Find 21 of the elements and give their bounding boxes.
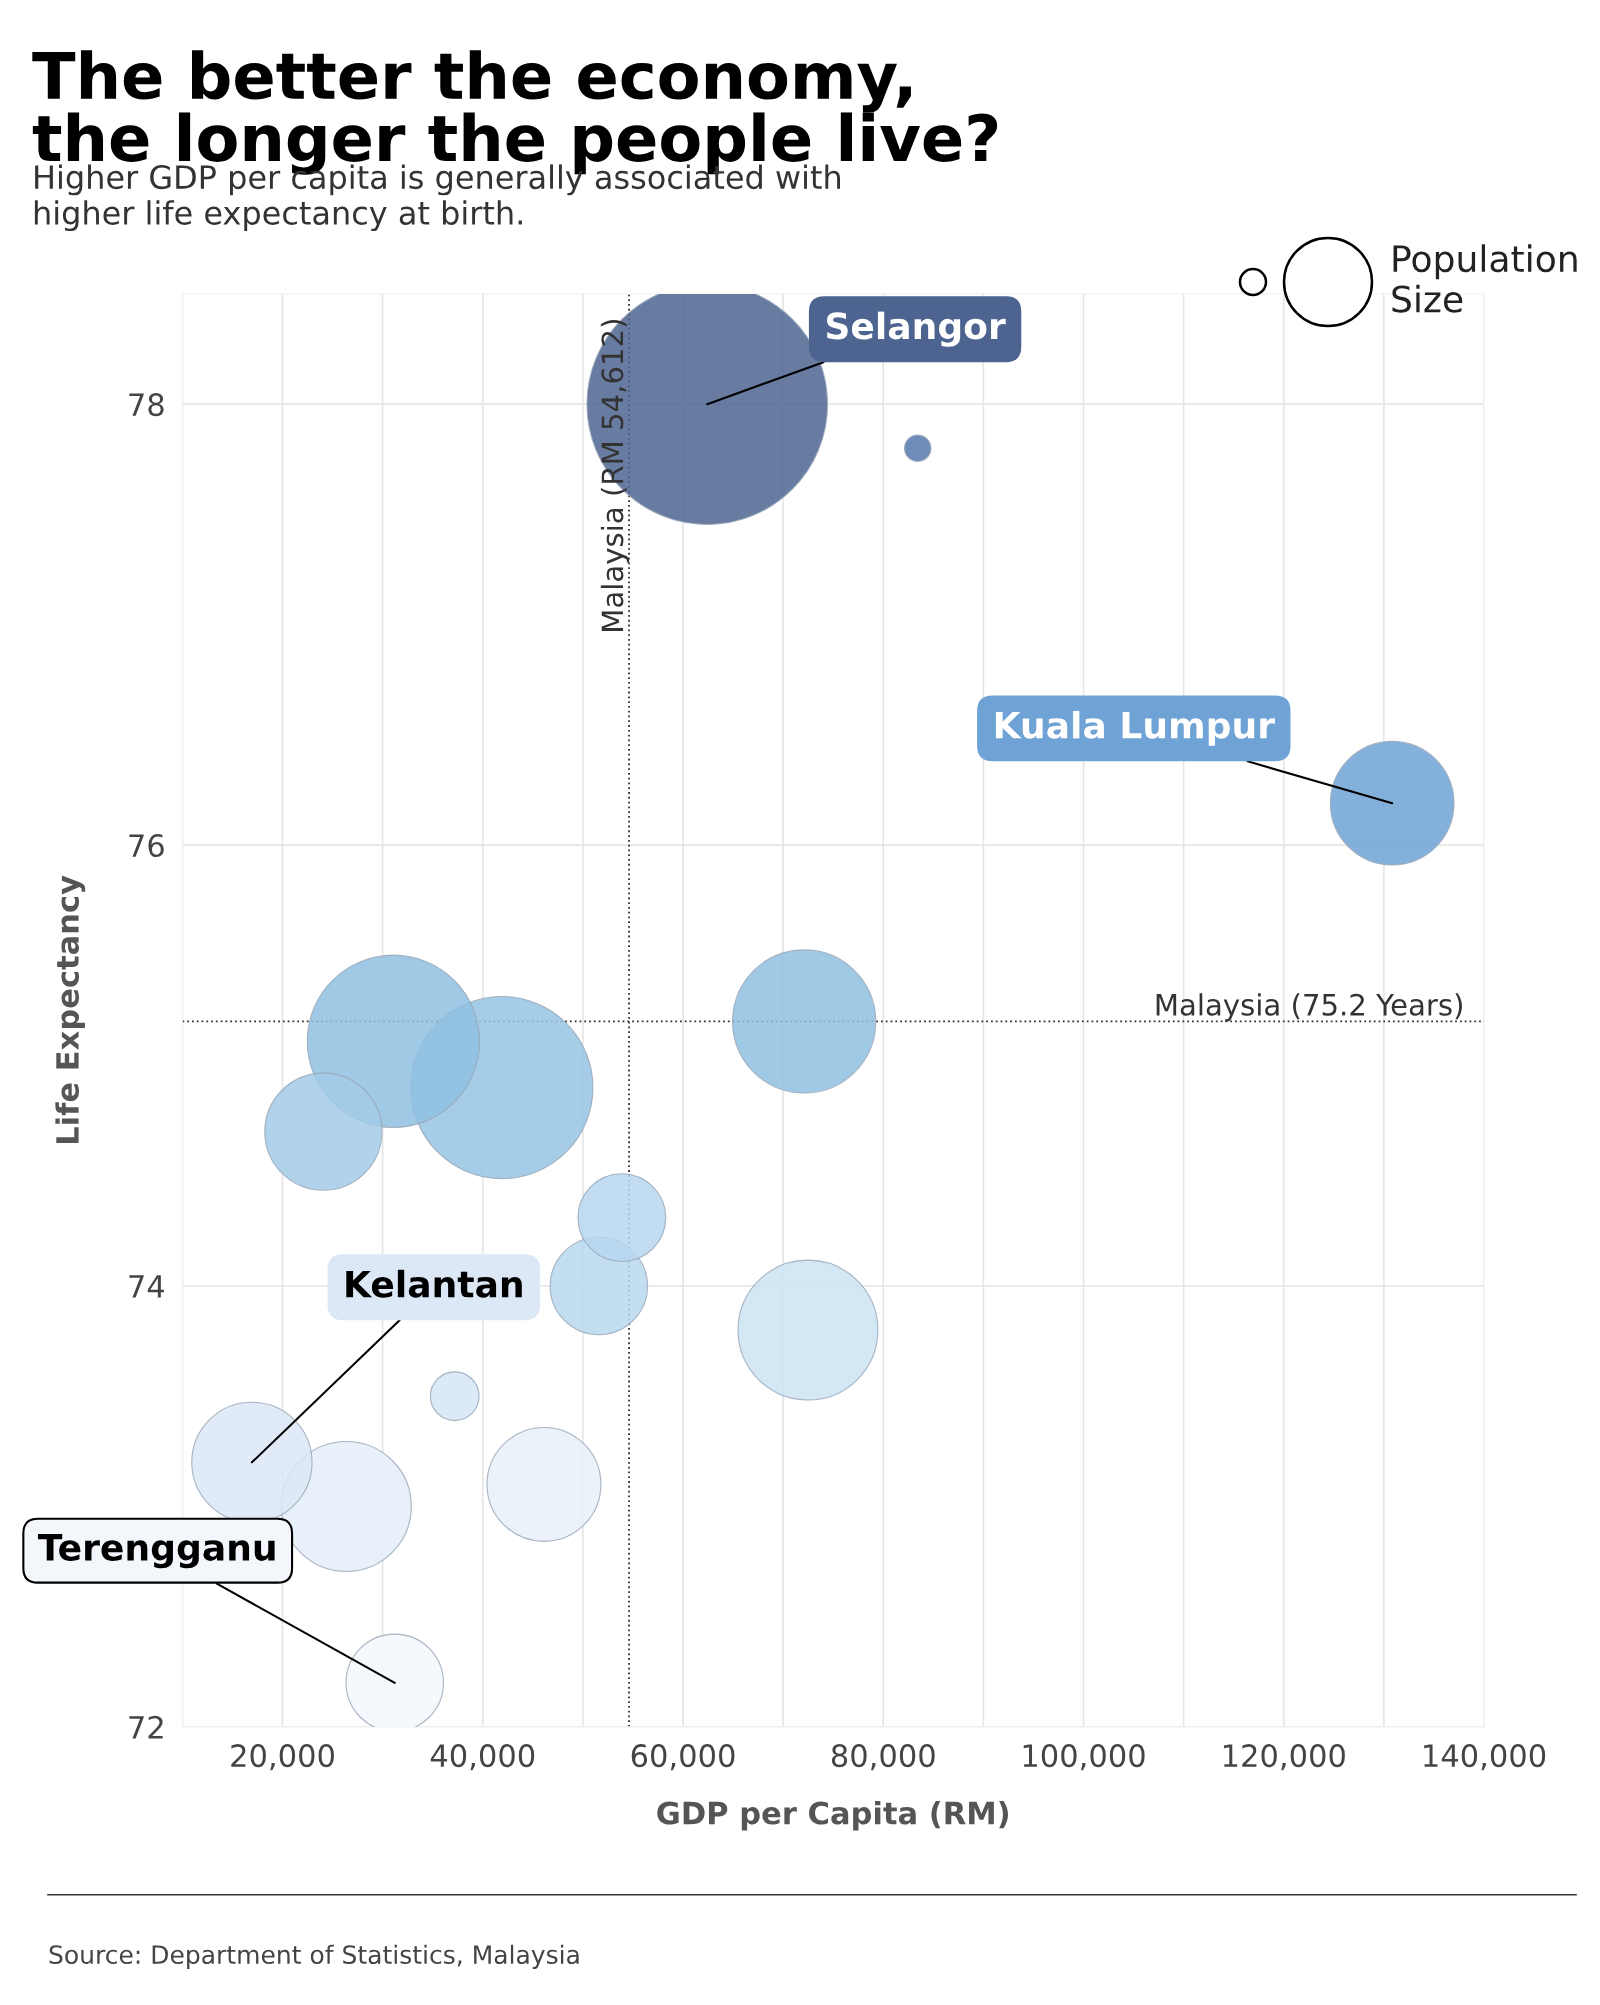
y-tick-label: 78 <box>129 393 164 417</box>
source-note: Source: Department of Statistics, Malaysia <box>49 1944 579 1969</box>
annotation: Kuala Lumpur <box>995 710 1275 746</box>
x-tick-label: 80,000 <box>831 1744 935 1771</box>
legend-title: Population Size <box>1392 244 1577 313</box>
x-tick-label: 140,000 <box>1424 1744 1546 1771</box>
ref-line-label: Malaysia (RM 54,612) <box>600 320 630 631</box>
x-tick-label: 40,000 <box>430 1744 535 1771</box>
annotation: Selangor <box>826 311 1006 347</box>
x-tick-label: 100,000 <box>1023 1744 1145 1771</box>
x-axis-title: GDP per Capita (RM) <box>657 1800 1009 1831</box>
x-tick-label: 20,000 <box>231 1744 334 1771</box>
y-tick-label: 72 <box>129 1715 163 1739</box>
x-tick-label: 120,000 <box>1223 1744 1345 1771</box>
y-axis-title: Life Expectancy <box>55 875 86 1144</box>
annotation: Kelantan <box>346 1269 522 1298</box>
x-tick-label: 60,000 <box>631 1744 735 1771</box>
y-tick-label: 74 <box>129 1275 165 1298</box>
ref-line-label: Malaysia (75.2 Years) <box>1156 993 1462 1022</box>
annotation: Terengganu <box>37 1534 275 1569</box>
y-tick-label: 76 <box>129 834 164 858</box>
